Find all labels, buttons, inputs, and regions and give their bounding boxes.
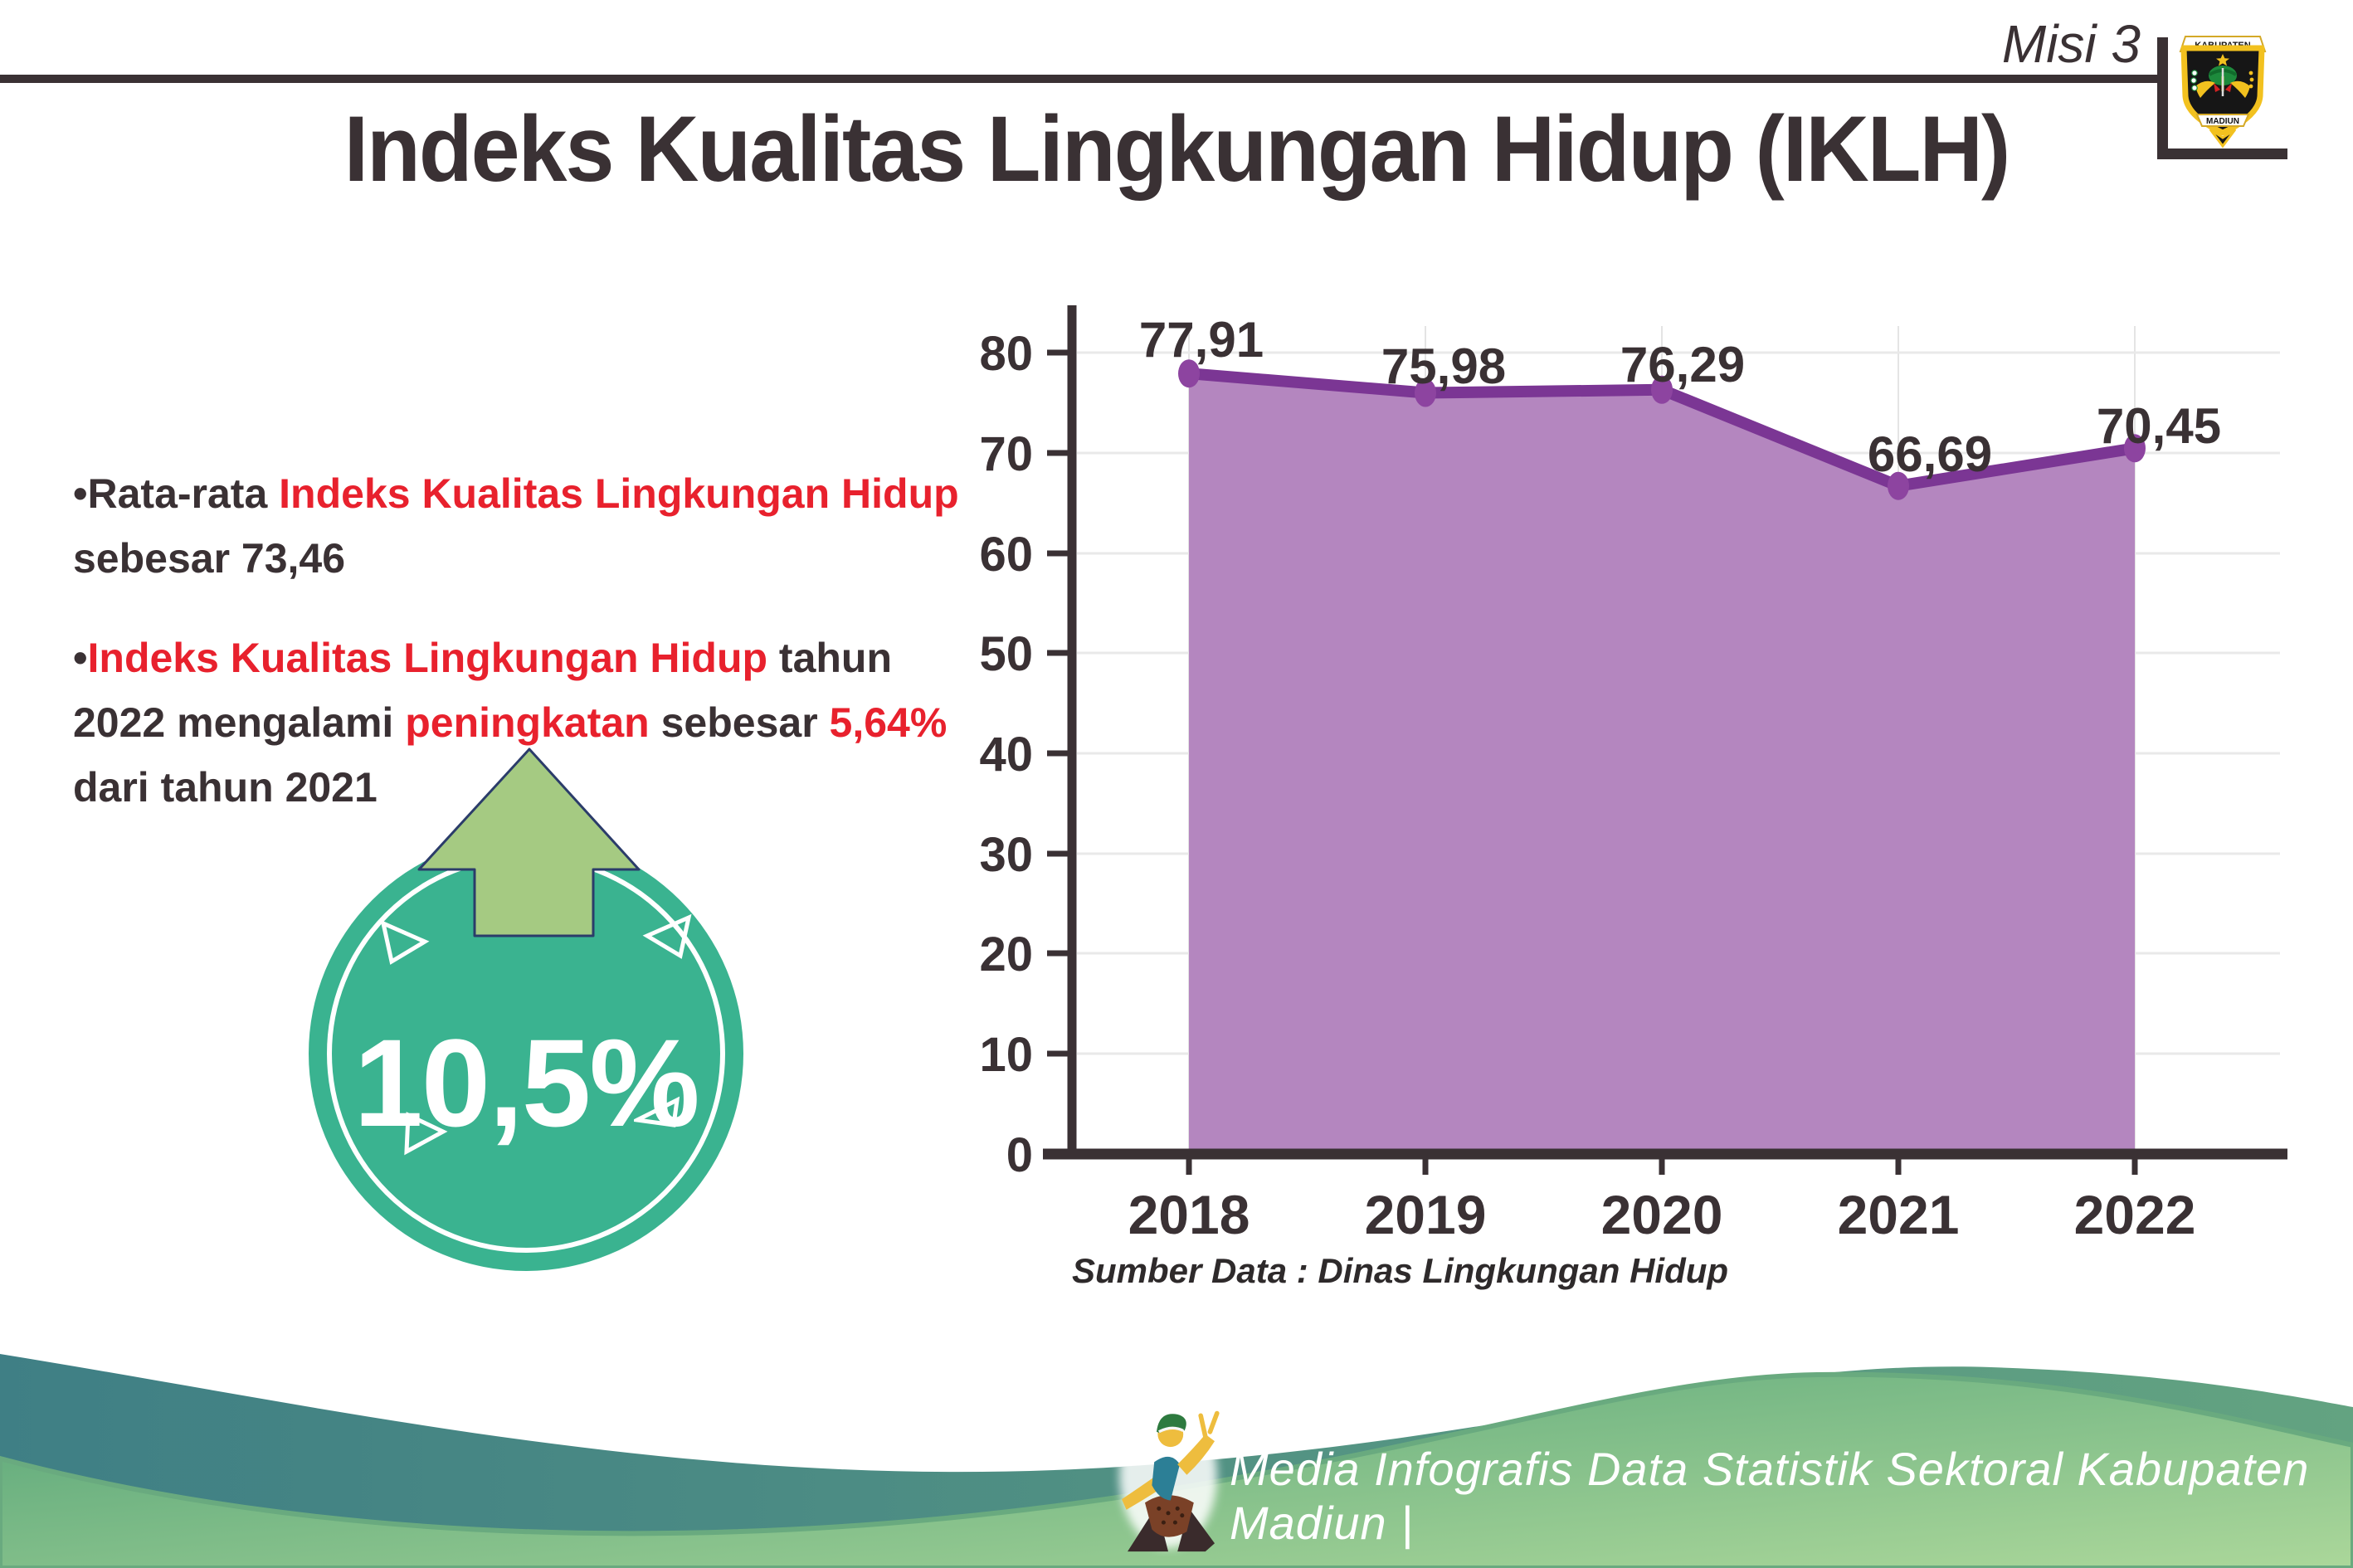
bullet2-marker: • [73, 635, 88, 681]
bullet1-highlight: Indeks Kualitas Lingkungan Hidup [279, 470, 959, 517]
chart-marker [1888, 471, 1909, 500]
y-tick-label: 40 [979, 728, 1033, 782]
x-tick-label: 2019 [1365, 1184, 1487, 1245]
data-label: 70,45 [2097, 398, 2221, 454]
y-tick-label: 30 [979, 828, 1033, 882]
iklh-area-chart: 80 70 60 50 40 30 20 10 0 2018 2019 2020… [979, 305, 2287, 1245]
x-tick-label: 2020 [1601, 1184, 1723, 1245]
chart-marker [1178, 359, 1200, 388]
bullet-average-iklh: •Rata-rata Indeks Kualitas Lingkungan Hi… [73, 461, 977, 591]
data-label: 77,91 [1139, 312, 1264, 368]
y-tick-label: 10 [979, 1028, 1033, 1082]
bullet1-value: sebesar 73,46 [73, 535, 346, 582]
data-label: 76,29 [1620, 337, 1745, 392]
logo-bracket-horizontal [2157, 149, 2287, 159]
x-tick-label: 2022 [2074, 1184, 2196, 1245]
y-tick-label: 80 [979, 327, 1033, 381]
sparkle-triangle-icon [642, 913, 692, 959]
logo-bottom-text: MADIUN [2206, 117, 2239, 126]
y-tick-label: 50 [979, 627, 1033, 681]
y-tick-label: 0 [1006, 1128, 1033, 1182]
footer-front-wave [0, 1371, 2353, 1568]
bullet2-percent: 5,64% [829, 699, 948, 746]
logo-bracket-vertical [2157, 37, 2168, 159]
key-findings: •Rata-rata Indeks Kualitas Lingkungan Hi… [73, 461, 977, 820]
bullet2-text2: sebesar [649, 699, 830, 746]
bullet2-text3: dari tahun 2021 [73, 764, 378, 811]
bullet2-increase-word: peningkatan [405, 699, 650, 746]
chart-marker [1651, 375, 1673, 404]
data-label: 66,69 [1868, 426, 1992, 482]
sparkle-triangle-icon [404, 1112, 448, 1156]
page-title: Indeks Kualitas Lingkungan Hidup (IKLH) [343, 97, 2011, 202]
bullet1-text: •Rata-rata [73, 470, 280, 517]
y-tick-label: 60 [979, 528, 1033, 582]
footer-credit: Media Infografis Data Statistik Sektoral… [1230, 1443, 2310, 1549]
sparkle-triangle-icon [380, 919, 430, 965]
y-tick-label: 20 [979, 928, 1033, 981]
bullet-increase-2022: •Indeks Kualitas Lingkungan Hidup tahun … [73, 626, 977, 820]
x-tick-label: 2018 [1128, 1184, 1250, 1245]
header-rule-line [0, 75, 2157, 83]
up-arrow-icon [417, 747, 641, 937]
chart-marker [1415, 378, 1436, 407]
data-source-note: Sumber Data : Dinas Lingkungan Hidup [1072, 1251, 1729, 1290]
chart-area-fill [1189, 373, 2135, 1154]
y-tick-label: 70 [979, 427, 1033, 481]
sparkle-triangle-icon [634, 1096, 680, 1127]
chart-marker [2124, 434, 2146, 463]
dancer-mascot-icon [1119, 1404, 1220, 1552]
kabupaten-madiun-crest-icon: KABUPATEN MADIUN [2179, 36, 2267, 149]
bullet2-highlight: Indeks Kualitas Lingkungan Hidup [87, 635, 768, 681]
footer-wave-decoration [0, 1354, 2353, 1568]
mission-label: Misi 3 [2001, 14, 2141, 74]
bullet2-text: tahun 2022 mengalami [73, 635, 893, 746]
data-label: 75,98 [1381, 338, 1506, 394]
x-tick-label: 2021 [1838, 1184, 1960, 1245]
growth-percentage: 10,5% [353, 1012, 699, 1152]
